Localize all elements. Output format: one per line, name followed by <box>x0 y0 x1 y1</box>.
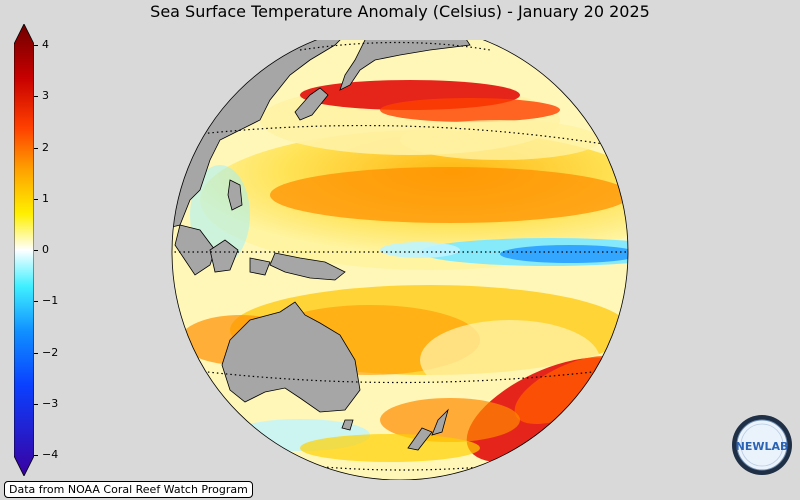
map-title: Sea Surface Temperature Anomaly (Celsius… <box>150 2 650 21</box>
colorbar-tick-label: 3 <box>42 89 49 103</box>
colorbar-tick-label: −3 <box>42 396 59 410</box>
colorbar-tick-label: −4 <box>42 448 59 461</box>
logo-text: NEWLAB <box>736 440 789 453</box>
newlab-logo[interactable]: NEWLAB <box>731 414 793 476</box>
colorbar-gradient <box>14 24 34 476</box>
colorbar-tick-label: −1 <box>42 294 59 308</box>
globe-map <box>171 40 629 480</box>
data-credit-label: Data from NOAA Coral Reef Watch Program <box>4 481 253 498</box>
colorbar-tick-label: 4 <box>42 38 49 51</box>
colorbar-tick-label: 2 <box>42 140 49 154</box>
colorbar-tick-label: 1 <box>42 191 49 205</box>
colorbar-tick-label: −2 <box>42 345 59 359</box>
colorbar-tick-label: 0 <box>42 243 49 256</box>
